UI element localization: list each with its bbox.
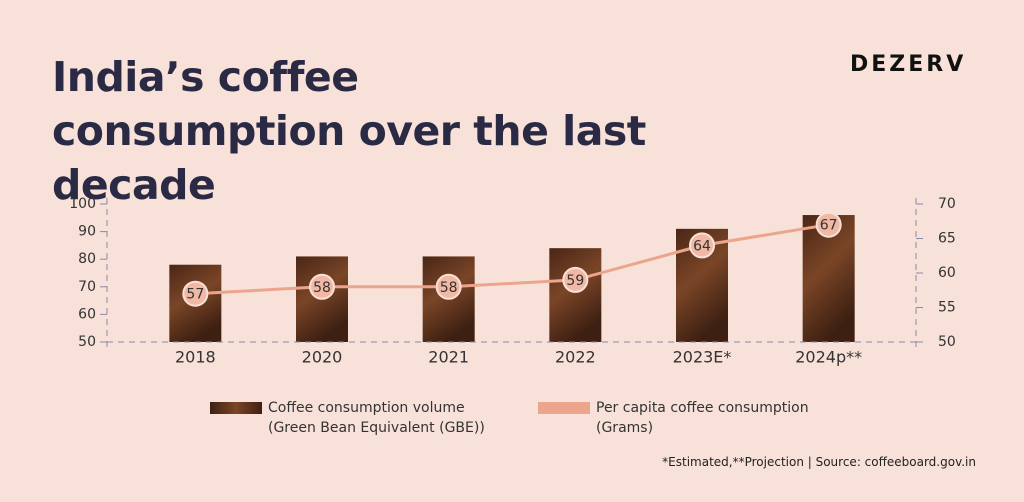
y-tick-label: 80 [78, 251, 96, 267]
data-label: 57 [186, 287, 204, 303]
data-label: 58 [440, 280, 458, 296]
legend-swatch [538, 402, 590, 414]
legend-entry: Coffee consumption volume (Green Bean Eq… [210, 398, 508, 438]
y2-tick-label: 70 [938, 196, 956, 212]
legend-entry: Per capita coffee consumption (Grams) [538, 398, 836, 438]
line [195, 223, 829, 296]
y2-tick-label: 65 [938, 231, 956, 247]
y-tick-label: 50 [78, 334, 96, 350]
y2-tick-label: 50 [938, 334, 956, 350]
x-tick-label: 2022 [555, 348, 596, 367]
data-label: 64 [693, 238, 711, 254]
x-tick-label: 2024p** [795, 348, 862, 367]
point [689, 232, 715, 259]
y-tick-label: 60 [78, 306, 96, 322]
y-tick-label: 70 [78, 279, 96, 295]
x-tick-label: 2021 [428, 348, 469, 367]
brand-logo: DEZERV [850, 52, 967, 77]
point [182, 280, 209, 307]
point [815, 211, 842, 238]
data-label: 59 [566, 273, 584, 289]
chart-title: India’s coffee consumption over the last… [52, 53, 646, 209]
chart: 50 60 70 80 90 100 50 55 60 65 70 2018 2020 2021 2022 2… [69, 196, 956, 367]
footnote: *Estimated,**Projection | Source: coffee… [662, 455, 976, 469]
data-label: 67 [820, 218, 838, 234]
bar [549, 248, 602, 342]
x-tick-label: 2018 [175, 348, 216, 367]
point [562, 266, 589, 293]
y-tick-label: 90 [78, 224, 96, 240]
legend-label: Per capita coffee consumption (Grams) [596, 400, 809, 436]
y2-tick-label: 55 [938, 300, 956, 316]
legend-swatch [210, 402, 262, 414]
y2-tick-label: 60 [938, 265, 956, 281]
data-label: 58 [313, 280, 331, 296]
point [309, 273, 335, 300]
y-tick-label: 100 [69, 196, 96, 212]
point [435, 273, 462, 300]
x-tick-label: 2023E* [673, 348, 732, 367]
x-tick-label: 2020 [302, 348, 343, 367]
legend-label: Coffee consumption volume (Green Bean Eq… [268, 400, 485, 436]
